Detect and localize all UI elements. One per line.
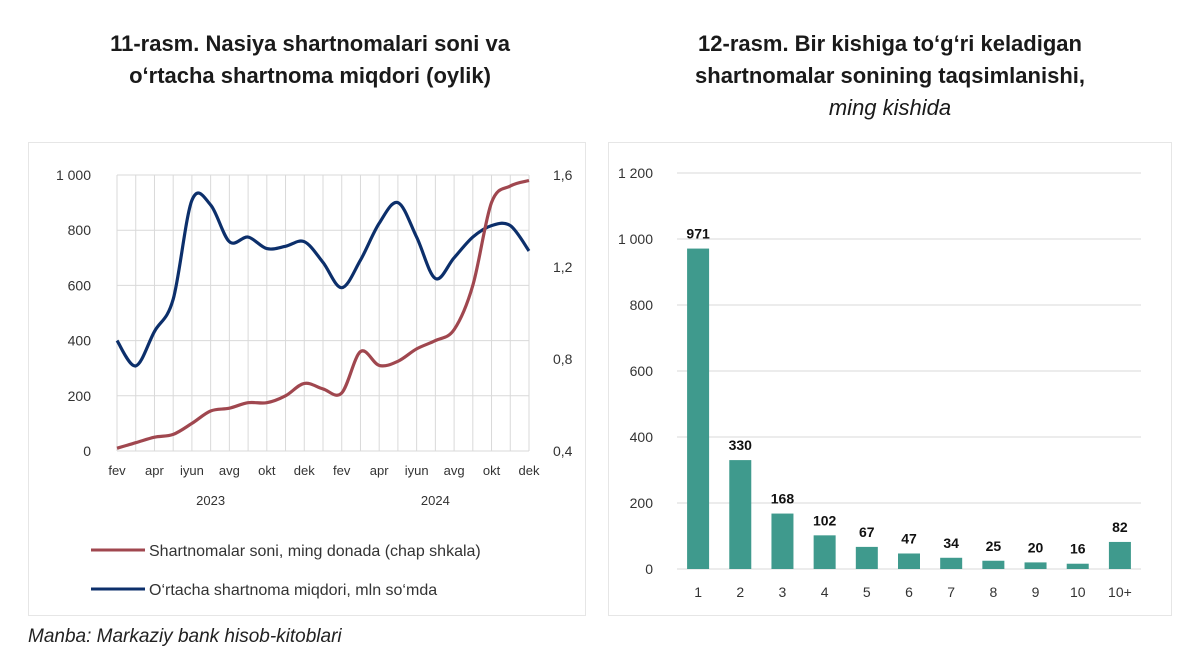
y-axis-tick-label: 800: [630, 297, 654, 313]
left-axis-tick-label: 800: [68, 222, 92, 238]
bar-value-label: 67: [859, 524, 875, 540]
x-axis-tick-label: 10+: [1108, 584, 1132, 600]
y-axis-tick-label: 0: [645, 561, 653, 577]
x-axis-tick-label: iyun: [180, 463, 204, 478]
y-axis-tick-label: 200: [630, 495, 654, 511]
bar: [1024, 562, 1047, 569]
bar: [813, 535, 836, 569]
right-title-line1: 12-rasm. Bir kishiga to‘g‘ri keladigan: [698, 31, 1082, 56]
bar-value-label: 168: [771, 491, 795, 507]
bar-value-label: 330: [729, 437, 753, 453]
left-axis-tick-label: 400: [68, 333, 92, 349]
x-axis-tick-label: iyun: [405, 463, 429, 478]
bar-value-label: 16: [1070, 541, 1086, 557]
x-axis-tick-label: dek: [519, 463, 540, 478]
right-axis-tick-label: 0,4: [553, 443, 573, 459]
source-note: Manba: Markaziy bank hisob-kitoblari: [28, 626, 342, 647]
legend-label-contract-count: Shartnomalar soni, ming donada (chap shk…: [149, 543, 481, 560]
x-axis-tick-label: fev: [108, 463, 126, 478]
x-axis-tick-label: fev: [333, 463, 351, 478]
x-axis-tick-label: 5: [863, 584, 871, 600]
x-axis-tick-label: 6: [905, 584, 913, 600]
bar: [898, 553, 920, 569]
line-chart: 0 200 400 600 800 1 000 0,4 0,8 1,2 1,6 fev apr iyun…: [56, 167, 573, 599]
x-axis-tick-label: 3: [779, 584, 787, 600]
right-axis-tick-label: 0,8: [553, 351, 573, 367]
bar: [687, 248, 710, 569]
series-line-contract-count: [116, 178, 530, 450]
bar-value-label: 82: [1112, 519, 1128, 535]
bar-value-label: 971: [686, 226, 710, 242]
left-axis-tick-label: 1 000: [56, 167, 91, 183]
x-axis-tick-label: okt: [483, 463, 501, 478]
bar-value-label: 102: [813, 512, 837, 528]
bar: [940, 557, 963, 569]
right-title-line2: shartnomalar sonining taqsimlanishi,: [695, 63, 1085, 88]
x-axis-tick-label: 1: [694, 584, 702, 600]
y-axis-tick-label: 1 200: [618, 165, 653, 181]
bar: [1066, 563, 1089, 569]
year-label: 2023: [196, 493, 225, 508]
y-axis-tick-label: 1 000: [618, 231, 653, 247]
legend-label-avg-amount: O‘rtacha shartnoma miqdori, mln so‘mda: [149, 582, 437, 599]
series-line-avg-amount: [115, 191, 531, 368]
y-axis-tick-label: 400: [630, 429, 654, 445]
x-axis-tick-label: avg: [219, 463, 240, 478]
left-axis-tick-label: 600: [68, 277, 92, 293]
x-axis-tick-label: okt: [258, 463, 276, 478]
x-axis-tick-label: 4: [821, 584, 829, 600]
x-axis-tick-label: dek: [294, 463, 315, 478]
x-axis-tick-label: 2: [736, 584, 744, 600]
x-axis-tick-label: 7: [947, 584, 955, 600]
right-chart-title: 12-rasm. Bir kishiga to‘g‘ri keladigan s…: [610, 28, 1170, 124]
left-chart-title: 11-rasm. Nasiya shartnomalari soni va o‘…: [40, 28, 580, 92]
bar-value-label: 34: [943, 535, 959, 551]
left-axis-tick-label: 0: [83, 443, 91, 459]
bar: [729, 460, 752, 569]
bar-value-label: 47: [901, 530, 917, 546]
bar: [771, 513, 794, 569]
x-axis-tick-label: apr: [145, 463, 164, 478]
x-axis-tick-label: 9: [1032, 584, 1040, 600]
left-title-line2: o‘rtacha shartnoma miqdori (oylik): [129, 63, 491, 88]
right-axis-tick-label: 1,6: [553, 167, 573, 183]
bar: [982, 560, 1005, 569]
bar-value-label: 25: [986, 538, 1002, 554]
x-axis-tick-label: avg: [444, 463, 465, 478]
left-axis-tick-label: 200: [68, 388, 92, 404]
x-axis-tick-label: 8: [989, 584, 997, 600]
y-axis-tick-label: 600: [630, 363, 654, 379]
right-chart-panel: 0 200 400 600 800 1 000 1 200 971 1 330 2 168 3 102 4 6…: [608, 142, 1172, 616]
bar: [1108, 541, 1131, 569]
left-title-line1: 11-rasm. Nasiya shartnomalari soni va: [110, 31, 510, 56]
right-title-line3: ming kishida: [828, 95, 952, 120]
bar: [855, 546, 878, 569]
right-axis-tick-label: 1,2: [553, 259, 573, 275]
x-axis-tick-label: apr: [370, 463, 389, 478]
left-chart-panel: 0 200 400 600 800 1 000 0,4 0,8 1,2 1,6 fev apr iyun…: [28, 142, 586, 616]
bar-value-label: 20: [1028, 539, 1044, 555]
x-axis-tick-label: 10: [1070, 584, 1086, 600]
year-label: 2024: [421, 493, 450, 508]
